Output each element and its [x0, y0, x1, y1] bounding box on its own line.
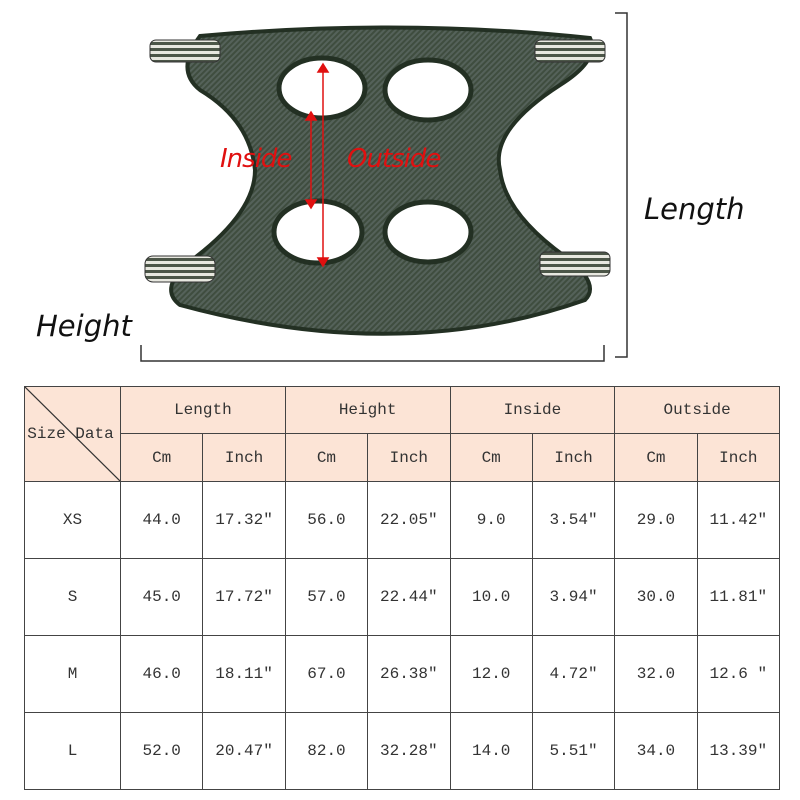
- strap-icons: [144, 39, 611, 283]
- diagonal-divider: [25, 387, 120, 481]
- unit-header: Cm: [119, 433, 204, 482]
- value-cell: 26.38″: [367, 635, 451, 713]
- sling-diagram: [140, 12, 628, 362]
- value-cell: 67.0: [284, 635, 369, 713]
- unit-header: Inch: [202, 433, 286, 482]
- value-cell: 20.47″: [202, 712, 286, 790]
- value-cell: 30.0: [614, 558, 698, 636]
- value-cell: 57.0: [284, 558, 369, 636]
- size-cell: L: [24, 712, 121, 790]
- table-row: L 52.0 20.47″ 82.0 32.28″ 14.0 5.51″ 34.0 13.39″: [24, 712, 781, 790]
- value-cell: 12.0: [449, 635, 533, 713]
- unit-header: Inch: [367, 433, 451, 482]
- unit-header: Inch: [531, 433, 616, 482]
- value-cell: 45.0: [119, 558, 204, 636]
- value-cell: 22.05″: [367, 481, 451, 559]
- sling-body: [169, 25, 594, 336]
- value-cell: 44.0: [119, 481, 204, 559]
- value-cell: 4.72″: [531, 635, 616, 713]
- value-cell: 18.11″: [202, 635, 286, 713]
- value-cell: 10.0: [449, 558, 533, 636]
- size-cell: XS: [24, 481, 121, 559]
- value-cell: 17.32″: [202, 481, 286, 559]
- measure-arrows: [304, 62, 330, 268]
- value-cell: 3.54″: [531, 481, 616, 559]
- table-row: M 46.0 18.11″ 67.0 26.38″ 12.0 4.72″ 32.0 12.6 ″: [24, 635, 781, 713]
- value-cell: 17.72″: [202, 558, 286, 636]
- table-row: S 45.0 17.72″ 57.0 22.44″ 10.0 3.94″ 30.0 11.81″: [24, 558, 781, 636]
- height-label: Height: [36, 309, 132, 343]
- value-cell: 12.6 ″: [696, 635, 781, 713]
- table-row: XS 44.0 17.32″ 56.0 22.05″ 9.0 3.54″ 29.0 11.42″: [24, 481, 781, 559]
- dimension-brackets: [140, 12, 628, 362]
- unit-header: Cm: [284, 433, 369, 482]
- value-cell: 22.44″: [367, 558, 451, 636]
- value-cell: 13.39″: [696, 712, 781, 790]
- corner-label: Size Data: [27, 425, 114, 443]
- value-cell: 46.0: [119, 635, 204, 713]
- unit-header: Cm: [449, 433, 533, 482]
- group-header: Inside: [449, 386, 616, 434]
- unit-header: Inch: [696, 433, 781, 482]
- value-cell: 14.0: [449, 712, 533, 790]
- size-cell: S: [24, 558, 121, 636]
- value-cell: 56.0: [284, 481, 369, 559]
- value-cell: 32.0: [614, 635, 698, 713]
- value-cell: 11.42″: [696, 481, 781, 559]
- value-cell: 34.0: [614, 712, 698, 790]
- value-cell: 9.0: [449, 481, 533, 559]
- size-cell: M: [24, 635, 121, 713]
- value-cell: 11.81″: [696, 558, 781, 636]
- length-label: Length: [644, 192, 745, 226]
- unit-header: Cm: [614, 433, 698, 482]
- value-cell: 82.0: [284, 712, 369, 790]
- inside-label: Inside: [220, 144, 292, 174]
- value-cell: 32.28″: [367, 712, 451, 790]
- size-table: Size Data Length Height Inside Outside C…: [24, 386, 781, 790]
- outside-label: Outside: [347, 144, 441, 174]
- value-cell: 3.94″: [531, 558, 616, 636]
- leg-holes: [271, 55, 474, 266]
- value-cell: 5.51″: [531, 712, 616, 790]
- corner-cell: Size Data: [24, 386, 121, 482]
- group-header: Outside: [614, 386, 780, 434]
- value-cell: 29.0: [614, 481, 698, 559]
- group-header: Length: [120, 386, 286, 434]
- group-header: Height: [284, 386, 451, 434]
- value-cell: 52.0: [119, 712, 204, 790]
